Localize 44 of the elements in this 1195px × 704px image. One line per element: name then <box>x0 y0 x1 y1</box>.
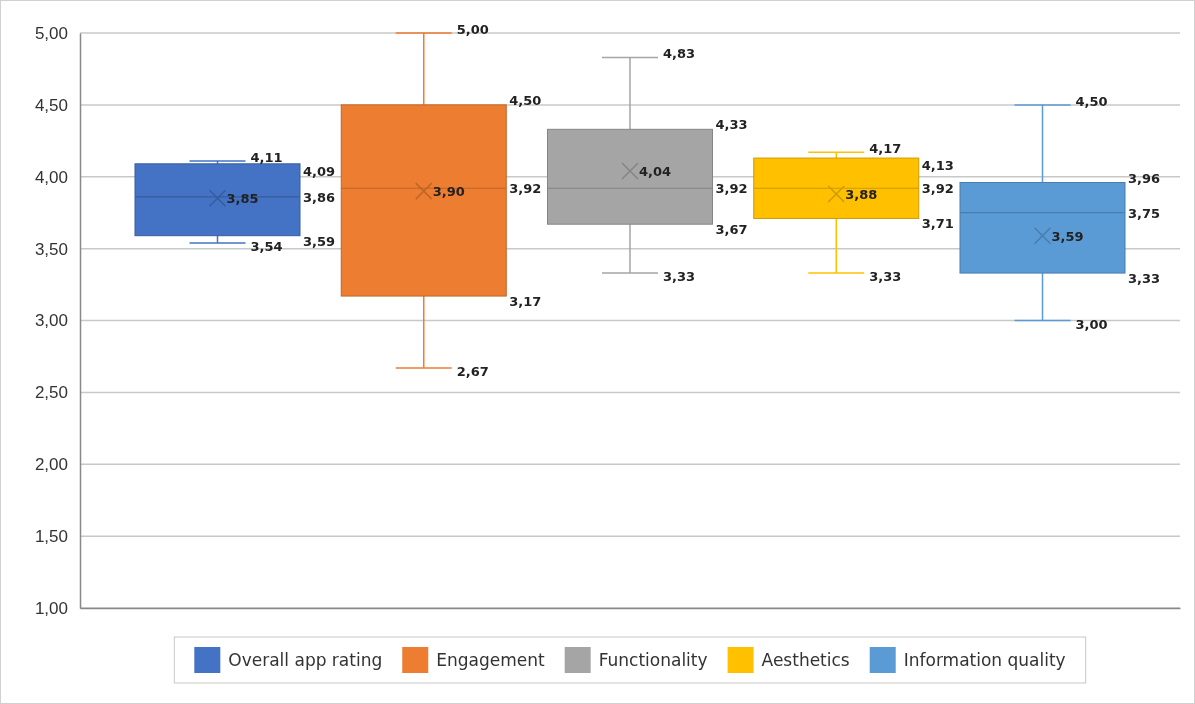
y-tick-label: 2,00 <box>34 455 68 475</box>
text: 3,59 <box>303 233 336 249</box>
text: 3,67 <box>715 222 748 238</box>
text: 4,50 <box>509 92 542 108</box>
text: 3,59 <box>1051 228 1084 244</box>
text: 3,86 <box>303 189 336 205</box>
text: 4,17 <box>869 141 902 157</box>
text: 3,92 <box>715 181 748 197</box>
legend-label: Functionality <box>598 650 708 670</box>
text: 3,33 <box>1128 271 1161 287</box>
text: 3,88 <box>845 187 878 202</box>
text: 2,67 <box>456 363 489 379</box>
text: 4,13 <box>921 158 954 174</box>
text: 4,50 <box>1075 93 1108 109</box>
text: 3,92 <box>509 181 542 197</box>
text: 4,11 <box>250 149 283 165</box>
y-tick-label: 5,00 <box>34 23 68 43</box>
text: 3,00 <box>1075 316 1108 332</box>
legend-label: Information quality <box>903 650 1066 670</box>
text: 3,75 <box>1128 205 1161 221</box>
text: 3,33 <box>869 269 902 285</box>
text: 3,90 <box>432 184 465 200</box>
y-tick-label: 1,00 <box>34 598 68 618</box>
legend-label: Overall app rating <box>228 650 383 670</box>
y-tick-label: 3,50 <box>34 239 68 259</box>
y-tick-label: 4,00 <box>34 167 68 187</box>
text: 3,33 <box>663 269 696 285</box>
y-tick-label: 3,00 <box>34 311 68 331</box>
text: 3,85 <box>226 191 259 207</box>
text: 3,54 <box>250 238 283 254</box>
y-tick-label: 2,50 <box>34 383 68 403</box>
text: 3,17 <box>509 294 542 310</box>
text: 3,96 <box>1128 170 1161 186</box>
text: 4,33 <box>715 117 748 133</box>
text: 3,92 <box>921 181 954 197</box>
legend-label: Engagement <box>436 650 545 670</box>
legend-label: Aesthetics <box>761 650 850 670</box>
text: 4,09 <box>303 163 336 179</box>
text: 4,83 <box>663 46 696 62</box>
text: 4,04 <box>639 164 672 179</box>
text: 5,00 <box>456 22 489 37</box>
y-tick-label: 1,50 <box>34 527 68 547</box>
y-tick-label: 4,50 <box>34 95 68 115</box>
text: 3,71 <box>921 216 954 232</box>
